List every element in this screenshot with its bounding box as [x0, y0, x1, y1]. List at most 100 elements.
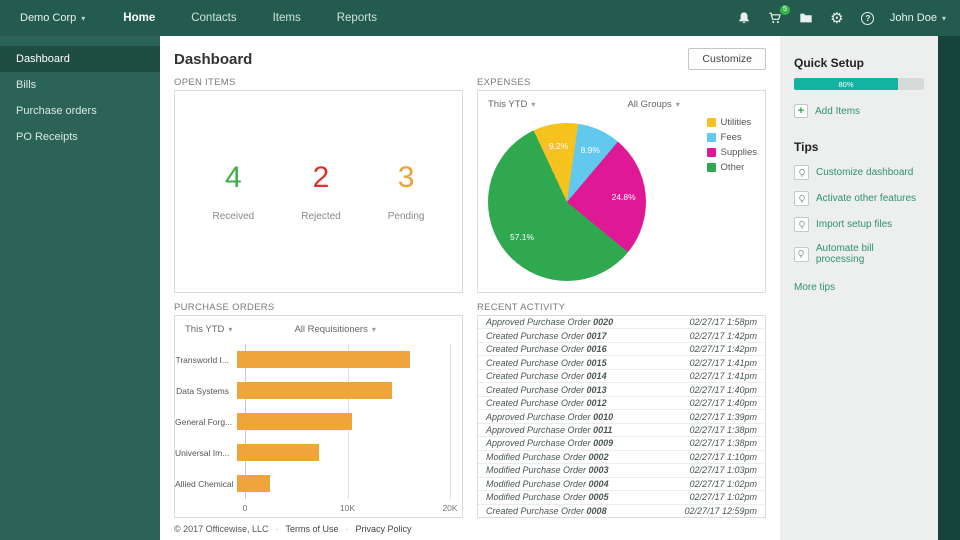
open-items-panel: 4Received2Rejected3Pending: [174, 90, 463, 293]
activity-row[interactable]: Approved Purchase Order 000902/27/17 1:3…: [478, 437, 765, 450]
nav-reports[interactable]: Reports: [319, 0, 395, 36]
tip-customize-dashboard[interactable]: Customize dashboard: [794, 165, 924, 180]
nav-home[interactable]: Home: [105, 0, 173, 36]
bar-category-label: Allied Chemical: [175, 479, 237, 489]
bar[interactable]: [237, 382, 392, 399]
activity-row[interactable]: Modified Purchase Order 000402/27/17 1:0…: [478, 478, 765, 491]
tips-heading: Tips: [794, 140, 924, 154]
user-menu[interactable]: John Doe ▾: [890, 12, 946, 24]
activity-row[interactable]: Modified Purchase Order 000502/27/17 1:0…: [478, 491, 765, 504]
expenses-filters: This YTD ▾ All Groups ▾: [478, 91, 765, 110]
legend-swatch: [707, 133, 716, 142]
topbar: Demo Corp ▾ HomeContactsItemsReports 5 ⚙: [0, 0, 960, 36]
activity-order-number: 0003: [589, 465, 609, 475]
activity-row[interactable]: Created Purchase Order 001402/27/17 1:41…: [478, 370, 765, 383]
lightbulb-icon: [794, 191, 809, 206]
stat-label: Received: [213, 211, 255, 222]
expenses-period-filter[interactable]: This YTD ▾: [488, 99, 535, 110]
notification-badge: 5: [780, 5, 790, 15]
customize-button[interactable]: Customize: [688, 48, 766, 70]
bar[interactable]: [237, 444, 319, 461]
po-period-filter[interactable]: This YTD ▾: [185, 324, 232, 335]
add-items-link[interactable]: + Add Items: [794, 104, 924, 118]
activity-action: Created Purchase Order: [486, 506, 587, 516]
activity-row[interactable]: Created Purchase Order 001302/27/17 1:40…: [478, 383, 765, 396]
tip-import-setup-files[interactable]: Import setup files: [794, 217, 924, 232]
open-items-section: OPEN ITEMS 4Received2Rejected3Pending: [174, 74, 463, 293]
bell-icon[interactable]: [735, 9, 753, 27]
purchase-orders-filters: This YTD ▾ All Requisitioners ▾: [175, 316, 462, 335]
pie-slice-label: 57.1%: [510, 232, 534, 242]
legend-item-other[interactable]: Other: [707, 162, 757, 173]
legend-item-supplies[interactable]: Supplies: [707, 147, 757, 158]
folder-icon[interactable]: [797, 9, 815, 27]
bar-track: [237, 444, 450, 461]
activity-order-number: 0013: [587, 385, 607, 395]
bell-glyph: [737, 11, 751, 25]
sidebar-item-bills[interactable]: Bills: [0, 72, 160, 98]
bar-row-allied-chemical: Allied Chemical: [175, 475, 450, 492]
legend-item-fees[interactable]: Fees: [707, 132, 757, 143]
tip-activate-other-features[interactable]: Activate other features: [794, 191, 924, 206]
legend-item-utilities[interactable]: Utilities: [707, 117, 757, 128]
activity-text: Modified Purchase Order 0002: [486, 452, 609, 462]
sidebar-item-dashboard[interactable]: Dashboard: [0, 46, 160, 72]
legend-swatch: [707, 118, 716, 127]
company-menu[interactable]: Demo Corp ▾: [0, 12, 105, 24]
activity-text: Created Purchase Order 0012: [486, 398, 607, 408]
activity-action: Approved Purchase Order: [486, 438, 593, 448]
activity-text: Created Purchase Order 0013: [486, 385, 607, 395]
activity-row[interactable]: Modified Purchase Order 000202/27/17 1:1…: [478, 451, 765, 464]
nav-items[interactable]: Items: [255, 0, 319, 36]
activity-row[interactable]: Created Purchase Order 001502/27/17 1:41…: [478, 356, 765, 369]
bar-category-label: Transworld I...: [175, 355, 237, 365]
bar-category-label: Universal Im...: [175, 448, 237, 458]
activity-order-number: 0012: [587, 398, 607, 408]
bar[interactable]: [237, 413, 352, 430]
activity-text: Modified Purchase Order 0003: [486, 465, 609, 475]
activity-time: 02/27/17 1:38pm: [689, 438, 757, 448]
activity-order-number: 0017: [587, 331, 607, 341]
bar-track: [237, 413, 450, 430]
cart-icon[interactable]: 5: [766, 9, 784, 27]
activity-row[interactable]: Created Purchase Order 001602/27/17 1:42…: [478, 343, 765, 356]
recent-activity-title: RECENT ACTIVITY: [477, 299, 766, 315]
open-item-stat-rejected: 2Rejected: [301, 161, 340, 222]
activity-row[interactable]: Modified Purchase Order 000302/27/17 1:0…: [478, 464, 765, 477]
activity-row[interactable]: Created Purchase Order 001202/27/17 1:40…: [478, 397, 765, 410]
activity-action: Modified Purchase Order: [486, 452, 589, 462]
expenses-group-filter[interactable]: All Groups ▾: [627, 99, 679, 110]
activity-row[interactable]: Created Purchase Order 001702/27/17 1:42…: [478, 329, 765, 342]
nav-contacts[interactable]: Contacts: [173, 0, 254, 36]
tip-automate-bill-processing[interactable]: Automate bill processing: [794, 243, 924, 265]
bar-track: [237, 382, 450, 399]
activity-row[interactable]: Approved Purchase Order 001002/27/17 1:3…: [478, 410, 765, 423]
help-icon[interactable]: ?: [859, 9, 877, 27]
bar[interactable]: [237, 351, 410, 368]
po-requisitioner-filter[interactable]: All Requisitioners ▾: [294, 324, 375, 335]
activity-list: Approved Purchase Order 002002/27/17 1:5…: [478, 316, 765, 517]
activity-action: Approved Purchase Order: [486, 317, 593, 327]
bar-row-transworld-i: Transworld I...: [175, 351, 450, 368]
activity-row[interactable]: Created Purchase Order 000802/27/17 12:5…: [478, 505, 765, 517]
activity-time: 02/27/17 1:42pm: [689, 344, 757, 354]
sidebar-item-po-receipts[interactable]: PO Receipts: [0, 124, 160, 150]
expenses-title: EXPENSES: [477, 74, 766, 90]
activity-row[interactable]: Approved Purchase Order 002002/27/17 1:5…: [478, 316, 765, 329]
sidebar-item-purchase-orders[interactable]: Purchase orders: [0, 98, 160, 124]
bar[interactable]: [237, 475, 270, 492]
open-item-stat-received: 4Received: [213, 161, 255, 222]
po-bar-chart: Transworld I...Data SystemsGeneral Forg.…: [175, 340, 462, 517]
legend-swatch: [707, 148, 716, 157]
more-tips-link[interactable]: More tips: [794, 282, 835, 293]
open-items-title: OPEN ITEMS: [174, 74, 463, 90]
chevron-down-icon: ▾: [372, 325, 376, 334]
activity-row[interactable]: Approved Purchase Order 001102/27/17 1:3…: [478, 424, 765, 437]
activity-order-number: 0011: [593, 425, 612, 435]
plus-icon: +: [794, 104, 808, 118]
pie-slice-label: 8.9%: [581, 145, 600, 155]
activity-order-number: 0005: [589, 492, 609, 502]
gear-icon[interactable]: ⚙: [828, 9, 846, 27]
terms-link[interactable]: Terms of Use: [286, 524, 339, 534]
privacy-link[interactable]: Privacy Policy: [356, 524, 412, 534]
